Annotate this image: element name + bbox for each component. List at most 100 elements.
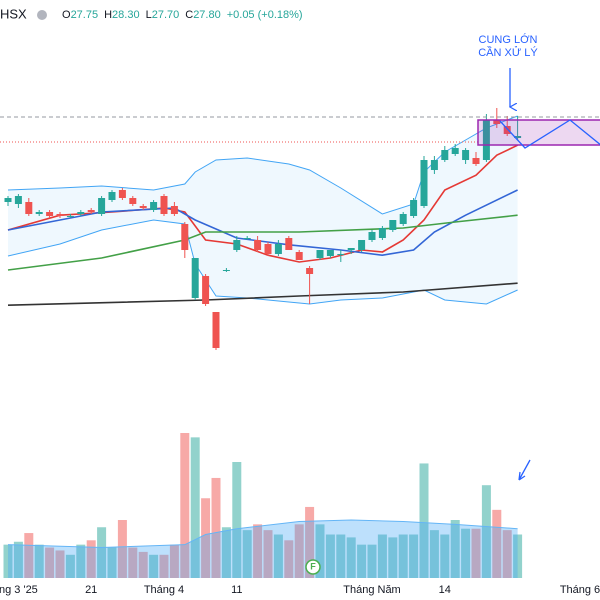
candle-body bbox=[378, 228, 386, 238]
candle-body bbox=[139, 206, 147, 208]
volume-bar bbox=[107, 547, 117, 578]
volume-bar bbox=[253, 524, 263, 578]
candle-body bbox=[25, 202, 33, 214]
volume-bar bbox=[3, 544, 13, 578]
x-tick-label: 11 bbox=[231, 584, 242, 596]
candle-body bbox=[222, 270, 230, 271]
ohlc-key: H bbox=[104, 9, 112, 21]
volume-bar bbox=[336, 534, 346, 578]
candle-body bbox=[295, 252, 303, 260]
candle-body bbox=[430, 160, 438, 170]
volume-bar bbox=[315, 524, 325, 578]
volume-bar bbox=[409, 534, 419, 578]
candle-body bbox=[399, 214, 407, 224]
volume-bar bbox=[325, 534, 335, 578]
moving-average bbox=[7, 282, 518, 306]
candle-body bbox=[410, 200, 418, 216]
candle-body bbox=[150, 202, 158, 210]
candle-body bbox=[337, 254, 345, 255]
x-tick-label: Tháng 4 bbox=[144, 584, 184, 596]
volume-bar bbox=[502, 530, 512, 578]
volume-ma-area bbox=[8, 520, 518, 578]
visibility-icon[interactable] bbox=[37, 10, 47, 20]
ohlc-value: 27.70 bbox=[152, 9, 180, 21]
volume-bar bbox=[45, 547, 55, 578]
candle-body bbox=[98, 198, 106, 214]
candle-body bbox=[451, 148, 459, 154]
candle-body bbox=[254, 240, 262, 250]
event-marker[interactable] bbox=[305, 559, 321, 575]
volume-bar bbox=[138, 551, 148, 578]
volume-bar bbox=[492, 509, 502, 578]
volume-bar bbox=[34, 544, 44, 578]
ohlc-value: 27.80 bbox=[193, 9, 221, 21]
candle-body bbox=[358, 240, 366, 250]
ohlc-legend: O27.75 H28.30 L27.70 C27.80 +0.05 (+0.18%) bbox=[62, 9, 303, 21]
volume-bar bbox=[221, 527, 231, 578]
candle-body bbox=[274, 244, 282, 254]
supply-zone bbox=[477, 119, 600, 146]
ohlc-value: 27.75 bbox=[71, 9, 99, 21]
annotation: CẦN XỬ LÝ bbox=[478, 46, 538, 59]
candle-body bbox=[347, 248, 355, 250]
x-tick-label: Tháng Năm bbox=[343, 584, 400, 596]
candle-body bbox=[170, 206, 178, 214]
candle-body bbox=[118, 190, 126, 198]
candle-body bbox=[316, 250, 324, 258]
volume-bar bbox=[367, 544, 377, 578]
candle-body bbox=[77, 212, 85, 214]
candle-body bbox=[46, 212, 54, 216]
volume-bar bbox=[513, 534, 523, 578]
volume-ma-line bbox=[7, 519, 518, 549]
volume-bar bbox=[97, 527, 107, 578]
candle-body bbox=[306, 268, 314, 274]
volume-bar bbox=[65, 554, 75, 578]
volume-bar bbox=[450, 520, 460, 578]
volume-bar bbox=[232, 462, 242, 578]
candle-body bbox=[129, 198, 137, 204]
candle-body bbox=[472, 158, 480, 164]
volume-bar bbox=[169, 544, 179, 578]
candle-body bbox=[181, 224, 189, 250]
volume-bar bbox=[429, 530, 439, 578]
x-tick-label: ng 3 '25 bbox=[0, 584, 38, 596]
candle-body bbox=[482, 120, 490, 160]
candle-body bbox=[493, 120, 501, 124]
candle-body bbox=[326, 250, 334, 256]
ohlc-key: C bbox=[185, 9, 193, 21]
volume-bar bbox=[284, 540, 294, 578]
volume-bar bbox=[128, 547, 138, 578]
candle-body bbox=[35, 212, 43, 214]
volume-bar bbox=[419, 463, 429, 578]
volume-bar bbox=[149, 554, 159, 578]
candle-body bbox=[389, 220, 397, 230]
volume-bar bbox=[357, 544, 367, 578]
candle-body bbox=[87, 210, 95, 212]
change: +0.05 (+0.18%) bbox=[227, 9, 303, 21]
candle-body bbox=[4, 198, 12, 202]
volume-bar bbox=[55, 550, 65, 578]
candle-body bbox=[368, 232, 376, 240]
event-marker-label: F bbox=[310, 561, 316, 571]
candle-body bbox=[191, 258, 199, 298]
volume-bar bbox=[86, 540, 96, 578]
volume-bar bbox=[273, 534, 283, 578]
ohlc-key: L bbox=[146, 9, 152, 21]
candle-body bbox=[441, 150, 449, 160]
volume-bar bbox=[180, 433, 190, 578]
volume-bar bbox=[159, 554, 169, 578]
ohlc-key: O bbox=[62, 9, 71, 21]
volume-bar bbox=[263, 530, 273, 578]
ohlc-value: 28.30 bbox=[112, 9, 140, 21]
candle-body bbox=[514, 136, 522, 138]
volume-bar bbox=[13, 541, 23, 578]
candle-body bbox=[56, 214, 64, 216]
volume-bar bbox=[242, 530, 252, 578]
candle-body bbox=[212, 312, 220, 348]
volume-bar bbox=[471, 528, 481, 578]
candle-body bbox=[503, 126, 511, 134]
x-tick-label: Tháng 6 bbox=[560, 584, 600, 596]
